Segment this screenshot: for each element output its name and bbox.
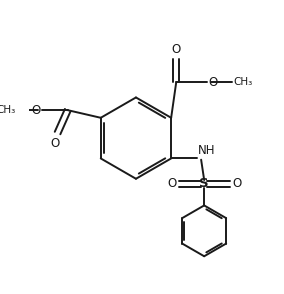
Text: O: O — [32, 104, 41, 117]
Text: NH: NH — [198, 144, 215, 157]
Text: O: O — [50, 137, 60, 150]
Text: O: O — [172, 43, 181, 56]
Text: O: O — [232, 177, 241, 190]
Text: CH₃: CH₃ — [0, 105, 16, 115]
Text: CH₃: CH₃ — [233, 77, 253, 87]
Text: S: S — [199, 177, 209, 190]
Text: O: O — [167, 177, 176, 190]
Text: O: O — [208, 76, 217, 89]
